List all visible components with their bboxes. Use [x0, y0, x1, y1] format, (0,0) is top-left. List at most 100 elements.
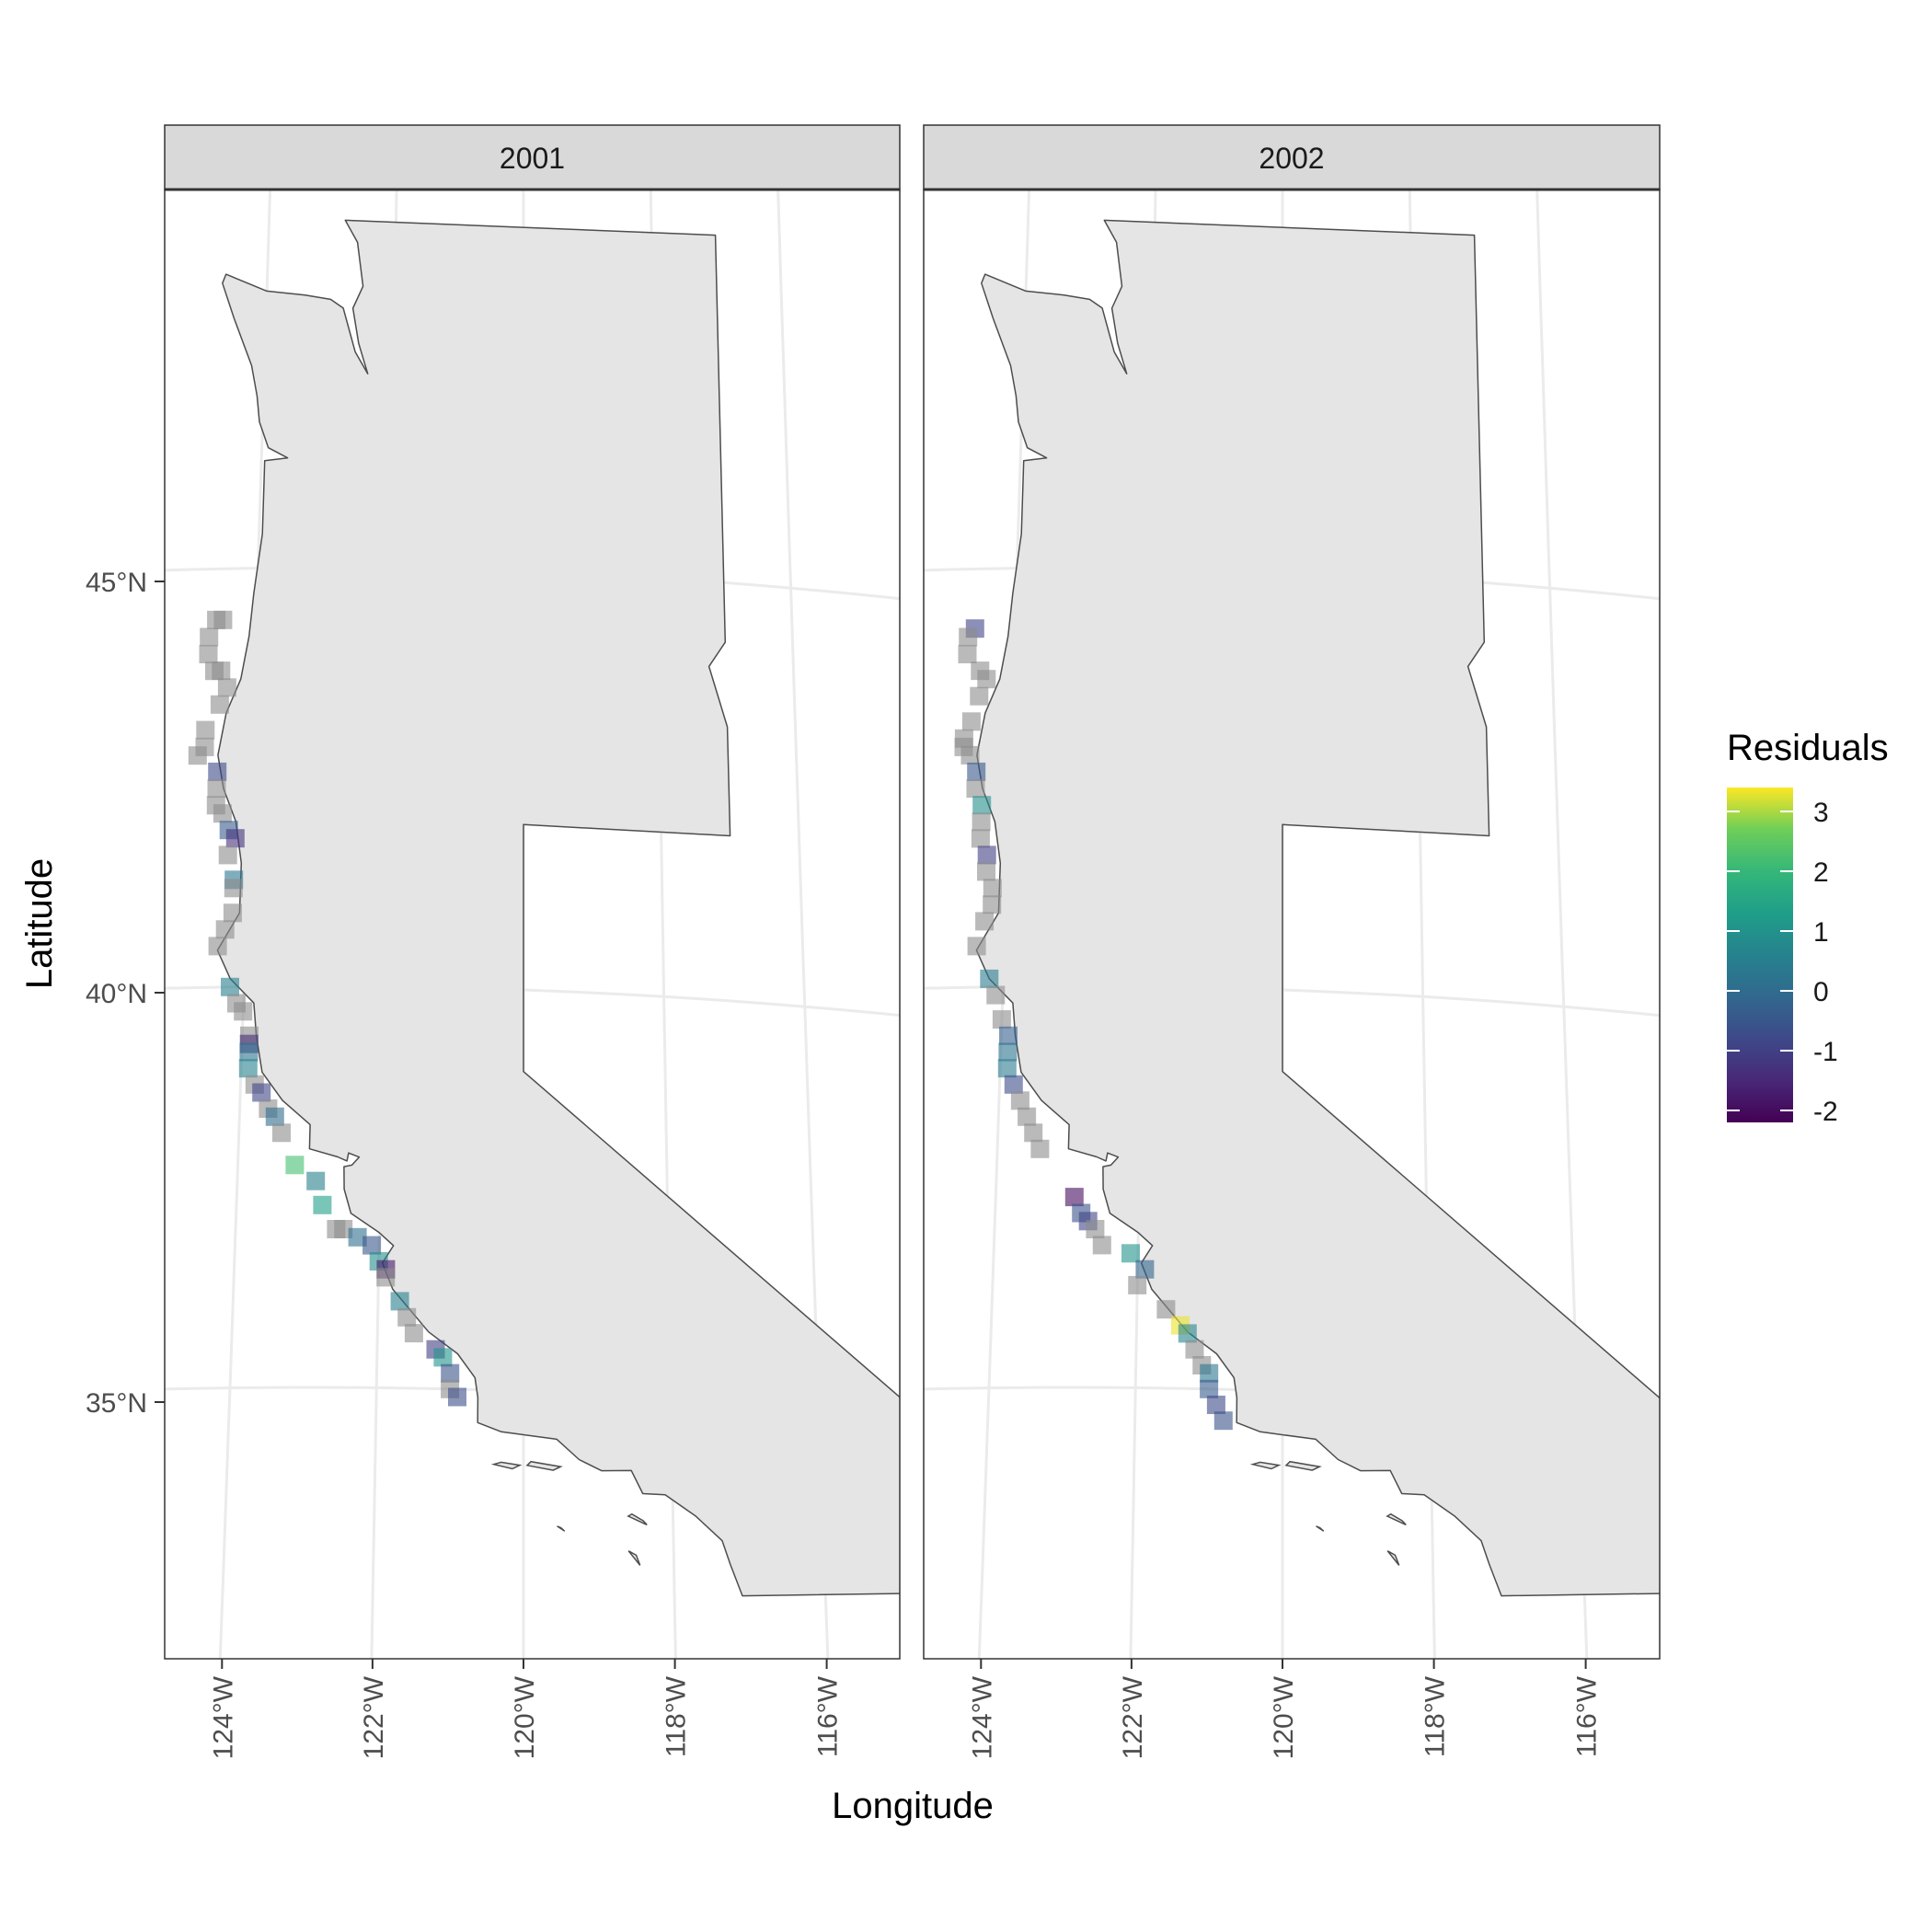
facet-strip-2002: [923, 124, 1661, 190]
residual-points-2002: [954, 619, 1233, 1431]
residual-point: [213, 804, 232, 823]
residual-point: [1213, 1411, 1233, 1431]
y-tick-label-35n: 35°N: [86, 1388, 147, 1419]
residual-point: [397, 1307, 417, 1327]
x-axis-title: Longitude: [832, 1786, 994, 1826]
residual-point: [223, 903, 242, 923]
legend-tick-label: 1: [1813, 917, 1829, 948]
residual-point: [1200, 1379, 1219, 1398]
residual-point: [196, 720, 215, 740]
residual-point: [977, 862, 995, 881]
residual-point: [188, 746, 207, 765]
residual-point: [972, 796, 992, 815]
residuals-legend: Residuals 3 2 1 0 -1 -2: [1727, 728, 1889, 1127]
residual-point: [348, 1227, 367, 1247]
y-axis: 45°N 40°N 35°N Latitude: [19, 568, 165, 1419]
residual-point: [285, 1156, 305, 1175]
residual-point: [1030, 1139, 1050, 1158]
residual-point: [983, 895, 1002, 914]
residual-point: [997, 1059, 1017, 1078]
residual-point: [999, 1026, 1018, 1045]
residual-point: [959, 627, 978, 647]
residual-point: [199, 645, 218, 663]
x-tick-label: 120°W: [510, 1675, 540, 1759]
legend-ticks: 3 2 1 0 -1 -2: [1727, 798, 1838, 1127]
residual-point: [980, 969, 999, 988]
residual-point: [210, 695, 229, 714]
residual-point: [975, 912, 995, 931]
residual-point: [972, 812, 991, 832]
residual-point: [1200, 1363, 1219, 1383]
residual-point: [992, 1010, 1011, 1029]
y-tick-45n: 45°N: [86, 568, 165, 598]
legend-title: Residuals: [1727, 728, 1889, 768]
residual-point: [238, 1059, 258, 1078]
legend-tick-label: -1: [1813, 1037, 1838, 1067]
residual-point: [213, 610, 233, 629]
west-coast-land-2002: [975, 219, 1660, 1597]
x-tick-label: 124°W: [208, 1675, 238, 1759]
residual-point: [1128, 1275, 1147, 1294]
residual-point: [1018, 1107, 1037, 1126]
residual-point: [200, 627, 219, 647]
residual-point: [1064, 1188, 1084, 1207]
legend-colorbar: [1727, 788, 1793, 1122]
residual-point: [967, 937, 986, 956]
residual-point: [1010, 1091, 1029, 1110]
residual-point: [448, 1387, 466, 1407]
legend-tick-label: 2: [1813, 857, 1829, 888]
facet-label-2002: 2002: [1259, 142, 1324, 175]
residual-point: [1156, 1300, 1176, 1319]
x-tick-label: 120°W: [1269, 1675, 1299, 1759]
y-tick-40n: 40°N: [86, 979, 165, 1009]
residual-point: [215, 920, 235, 939]
residual-point: [433, 1348, 453, 1367]
residual-point: [970, 686, 989, 706]
residual-point: [960, 745, 980, 765]
legend-tick-label: 0: [1813, 977, 1829, 1007]
x-tick-label: 118°W: [1420, 1675, 1451, 1757]
x-tick-label: 122°W: [1118, 1675, 1148, 1759]
facet-panel-2002: 2002: [923, 124, 1661, 1660]
residual-point: [961, 712, 981, 731]
residual-point: [983, 879, 1002, 898]
residual-point: [1121, 1244, 1140, 1263]
residual-point: [966, 779, 985, 799]
residual-point: [221, 977, 239, 996]
y-tick-35n: 35°N: [86, 1388, 165, 1419]
y-tick-label-40n: 40°N: [86, 979, 147, 1009]
residual-point: [971, 829, 990, 848]
legend-tick-label: -2: [1813, 1097, 1838, 1127]
residual-point: [208, 937, 227, 956]
y-tick-label-45n: 45°N: [86, 568, 147, 598]
x-tick-label: 118°W: [661, 1675, 692, 1757]
residual-point: [217, 678, 236, 697]
residual-point: [1004, 1075, 1023, 1094]
residual-point: [218, 845, 237, 865]
residual-point: [313, 1195, 332, 1214]
residual-point: [234, 1002, 253, 1021]
residual-point: [1185, 1340, 1204, 1359]
x-tick-label: 122°W: [359, 1675, 389, 1759]
residual-point: [265, 1107, 284, 1126]
y-axis-title: Latitude: [19, 858, 60, 989]
residual-points-2001: [188, 610, 466, 1407]
residual-point: [1092, 1236, 1111, 1255]
x-tick-label: 116°W: [1572, 1675, 1603, 1757]
residual-point: [205, 661, 224, 681]
residual-point: [252, 1083, 271, 1102]
residual-point: [1086, 1220, 1105, 1238]
facet-panel-2001: 2001: [164, 124, 901, 1660]
legend-tick-label: 3: [1813, 798, 1829, 828]
residual-point: [390, 1292, 409, 1311]
residual-point: [334, 1220, 353, 1238]
residual-point: [977, 845, 996, 865]
facet-label-2001: 2001: [500, 142, 565, 175]
facet-strip-2001: [164, 124, 901, 190]
residual-point: [986, 985, 1006, 1005]
residual-point: [239, 1042, 259, 1062]
residual-point: [977, 670, 996, 689]
residual-point: [376, 1268, 396, 1287]
residual-point: [441, 1363, 460, 1383]
